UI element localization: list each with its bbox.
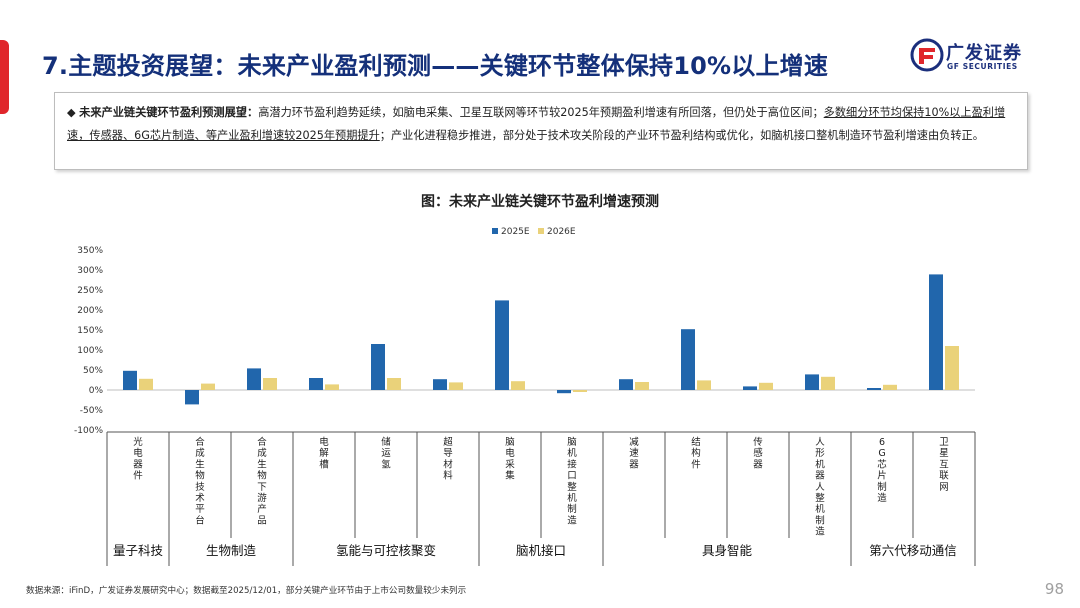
bar-2025e [495, 300, 509, 390]
category-label: 超导材料 [443, 436, 453, 482]
bar-2025e [867, 388, 881, 390]
gf-logo-icon [910, 38, 944, 72]
summary-text-1: 高潜力环节盈利趋势延续，如脑电采集、卫星互联网等环节较2025年预期盈利增速有所… [258, 106, 824, 119]
bar-2025e [247, 368, 261, 390]
summary-lead: 未来产业链关键环节盈利预测展望： [79, 106, 259, 119]
category-label: 卫星互联网 [939, 437, 949, 493]
summary-text-2: ；产业化进程稳步推进，部分处于技术攻关阶段的产业环节盈利结构或优化，如脑机接口整… [379, 129, 984, 142]
bar-2025e [805, 374, 819, 390]
bar-2025e [681, 329, 695, 390]
y-tick-label: 100% [77, 346, 103, 356]
side-accent-bar [0, 40, 9, 114]
summary-box: ◆ 未来产业链关键环节盈利预测展望：高潜力环节盈利趋势延续，如脑电采集、卫星互联… [54, 92, 1028, 170]
category-label: 光电器件 [133, 436, 143, 482]
y-tick-label: 300% [77, 266, 103, 276]
y-tick-label: 200% [77, 306, 103, 316]
y-tick-label: 350% [77, 246, 103, 256]
legend-label-2025e: 2025E [501, 227, 530, 237]
category-label: 传感器 [753, 436, 763, 470]
bar-2026e [883, 384, 897, 390]
category-label: 储运氢 [381, 436, 391, 470]
y-tick-label: 50% [83, 366, 103, 376]
bar-2025e [309, 378, 323, 390]
bar-2026e [635, 382, 649, 390]
group-label: 生物制造 [206, 543, 257, 558]
bar-2026e [387, 378, 401, 390]
bar-2026e [449, 382, 463, 390]
brand-name-cn: 广发证券 [946, 43, 1022, 64]
bar-2026e [139, 378, 153, 390]
legend-swatch-2026e [538, 228, 544, 234]
source-note: 数据来源：iFinD，广发证券发展研究中心；数据截至2025/12/01，部分关… [26, 586, 467, 596]
bar-2025e [743, 386, 757, 390]
category-label: 6 G 芯片制造 [877, 437, 887, 504]
category-label: 电解槽 [319, 436, 329, 470]
bar-2025e [557, 390, 571, 394]
bar-chart: -100% -50% 0% 50% 100% 150% 200% 250% 300% 350% 光电… [74, 227, 976, 566]
group-label: 氢能与可控核聚变 [336, 543, 436, 558]
y-tick-label: 250% [77, 286, 103, 296]
category-label: 减速器 [629, 436, 639, 470]
group-label: 量子科技 [113, 543, 164, 558]
y-tick-label: -50% [80, 406, 104, 416]
bar-2026e [697, 380, 711, 390]
bar-2026e [511, 381, 525, 390]
bar-2025e [123, 370, 137, 390]
page-number: 98 [1044, 580, 1064, 598]
brand-name-en: GF SECURITIES [947, 62, 1018, 71]
category-label: 人形机器人整机制造 [815, 437, 825, 538]
category-label: 脑机接口整机制造 [567, 436, 577, 526]
y-tick-label: -100% [74, 426, 103, 436]
bar-2026e [325, 384, 339, 390]
bar-2025e [433, 379, 447, 390]
group-label: 脑机接口 [516, 543, 566, 558]
bar-2026e [263, 378, 277, 390]
bar-2025e [185, 390, 199, 405]
summary-underlined: 多数细分环节均保持10%以上盈利增速，传感器、6G芯片制造、等产业盈利增速较20… [67, 106, 1006, 142]
category-label: 合成生物技术平台 [195, 436, 205, 526]
y-tick-label: 0% [89, 386, 104, 396]
bar-2026e [573, 390, 587, 392]
bar-2026e [945, 346, 959, 390]
legend-label-2026e: 2026E [547, 227, 576, 237]
bar-2025e [929, 274, 943, 390]
category-label: 结构件 [691, 436, 701, 470]
category-label: 脑电采集 [505, 436, 515, 482]
bar-2025e [619, 379, 633, 390]
legend-swatch-2025e [492, 228, 498, 234]
bar-2026e [201, 383, 215, 390]
chart-title: 图：未来产业链关键环节盈利增速预测 [421, 194, 659, 210]
bar-2026e [821, 376, 835, 390]
y-tick-label: 150% [77, 326, 103, 336]
brand-logo: 广发证券 GF SECURITIES [910, 38, 1050, 76]
category-label: 合成生物下游产品 [257, 436, 267, 526]
page-title: 7.主题投资展望：未来产业盈利预测——关键环节整体保持10%以上增速 [42, 52, 829, 80]
group-label: 第六代移动通信 [869, 543, 957, 558]
bar-2026e [759, 382, 773, 390]
bar-2025e [371, 344, 385, 390]
group-label: 具身智能 [702, 543, 753, 558]
